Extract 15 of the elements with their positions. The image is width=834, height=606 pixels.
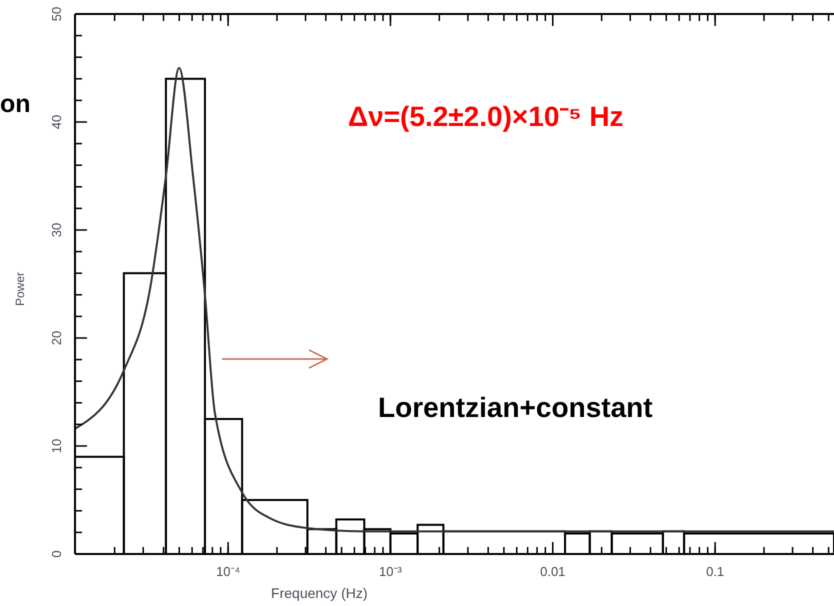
x-tick-label: 10⁻⁴ bbox=[216, 564, 240, 579]
y-tick-label: 0 bbox=[49, 550, 64, 558]
y-tick-label: 40 bbox=[49, 114, 64, 130]
annotation: Δν=(5.2±2.0)×10⁻⁵ Hz bbox=[348, 101, 624, 132]
x-axis-title: Frequency (Hz) bbox=[271, 585, 368, 601]
x-tick-label: 0.1 bbox=[706, 564, 724, 579]
y-tick-label: 50 bbox=[49, 6, 64, 22]
y-axis-title: Power bbox=[13, 272, 27, 306]
text: on bbox=[0, 90, 31, 118]
y-tick-label: 30 bbox=[49, 222, 64, 238]
annotation: Lorentzian+constant bbox=[378, 392, 653, 423]
x-tick-label: 10⁻³ bbox=[379, 564, 402, 579]
y-tick-label: 10 bbox=[49, 438, 64, 454]
x-tick-label: 0.01 bbox=[540, 564, 566, 579]
y-tick-label: 20 bbox=[49, 330, 64, 346]
